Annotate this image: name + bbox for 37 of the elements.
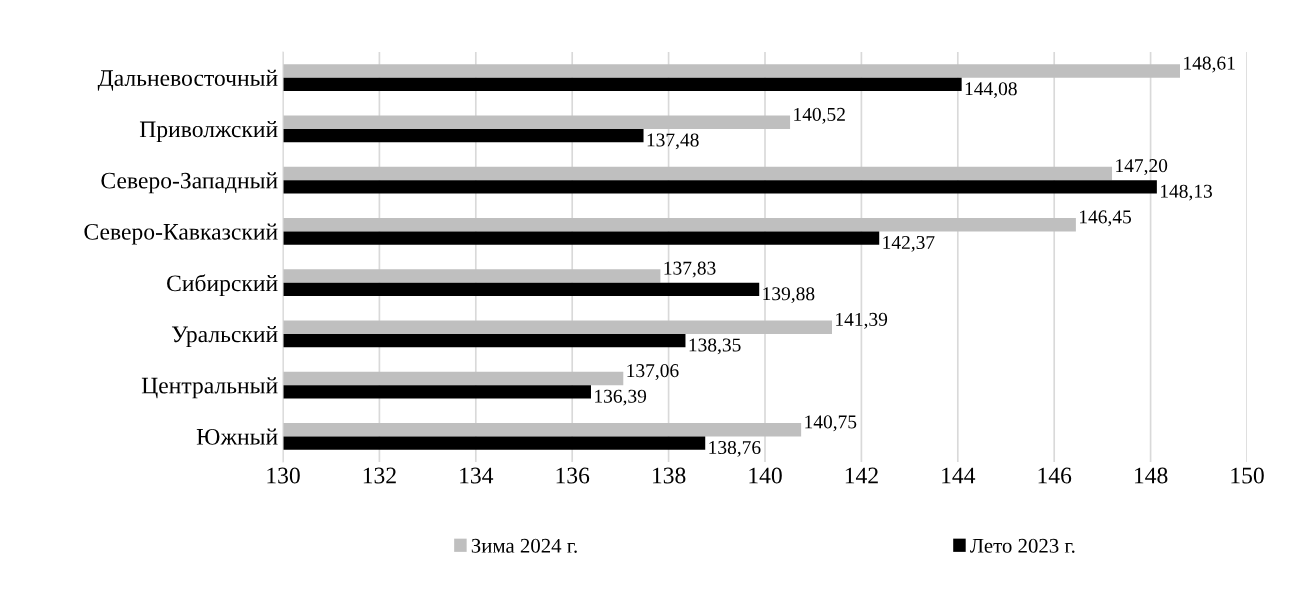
data-label: 148,13	[1160, 184, 1212, 201]
data-label: 144,08	[965, 82, 1017, 99]
y-tick-label: Приволжский	[139, 120, 278, 143]
y-tick-label: Южный	[196, 428, 278, 445]
data-label: 148,61	[1184, 56, 1235, 73]
data-label: 142,37	[883, 235, 935, 252]
data-label: 140,52	[794, 107, 845, 124]
data-label: 141,39	[836, 312, 888, 329]
data-label: 136,39	[595, 389, 647, 406]
data-label: 138,76	[709, 440, 761, 457]
data-label: 147,20	[1116, 159, 1168, 175]
y-tick-label: Северо-Кавказский	[84, 223, 278, 245]
y-tick-label: Уральский	[171, 325, 278, 348]
data-label: 138,35	[689, 338, 741, 355]
x-tick-label: 140	[749, 467, 782, 484]
data-label: 146,45	[1080, 210, 1132, 227]
x-tick-label: 130	[267, 467, 300, 484]
legend-label: Лето 2023 г.	[970, 538, 1075, 553]
data-label: 137,48	[647, 133, 699, 150]
legend-label: Зима 2024 г.	[471, 538, 577, 553]
x-tick-label: 144	[942, 467, 976, 484]
x-tick-label: 134	[460, 467, 494, 484]
x-tick-label: 138	[652, 467, 686, 484]
y-tick-label: Сибирский	[167, 274, 278, 297]
y-tick-label: Дальневосточный	[97, 69, 278, 91]
x-tick-label: 146	[1038, 467, 1072, 484]
x-tick-label: 136	[556, 467, 590, 484]
data-label: 137,83	[664, 261, 716, 278]
x-tick-label: 132	[363, 467, 396, 484]
y-tick-label: Центральный	[141, 377, 278, 399]
data-label: 137,06	[627, 364, 679, 380]
data-label: 139,88	[763, 287, 815, 304]
x-tick-label: 148	[1134, 467, 1168, 484]
x-tick-label: 142	[845, 467, 878, 484]
y-tick-label: Северо-Западный	[101, 172, 278, 194]
x-tick-label: 150	[1231, 467, 1264, 484]
data-label: 140,75	[805, 415, 857, 432]
